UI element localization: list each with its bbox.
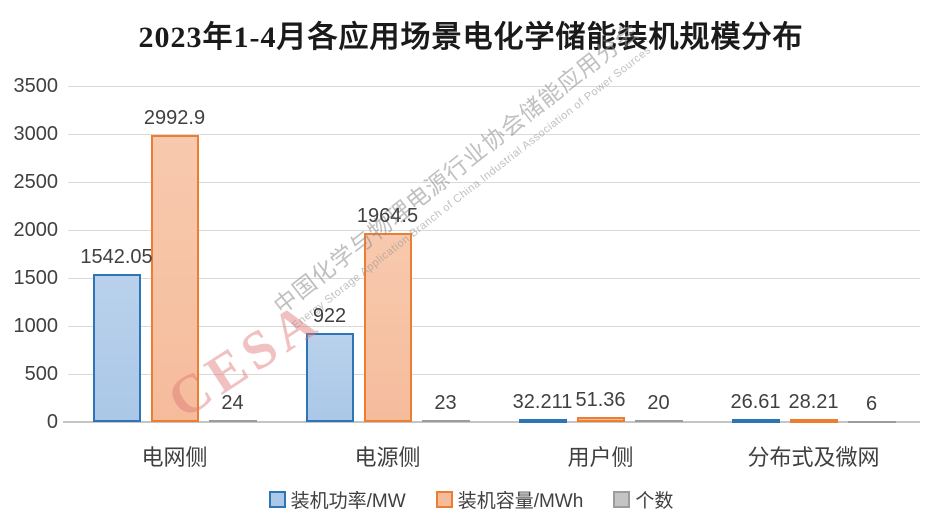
legend-item-0: 装机功率/MW — [268, 486, 406, 513]
bar-s0-c3 — [731, 419, 780, 424]
gridline-2500 — [68, 182, 920, 183]
legend: 装机功率/MW 装机容量/MWh 个数 — [0, 486, 942, 513]
y-tick-label-0: 0 — [46, 411, 58, 433]
bar-value-label-s2-c2: 20 — [647, 392, 670, 415]
gridline-500 — [68, 374, 920, 375]
legend-swatch-icon-0 — [268, 491, 286, 508]
bar-value-label-s0-c2: 32.211 — [512, 390, 573, 413]
bar-s0-c1 — [305, 333, 354, 422]
bar-value-label-s2-c3: 6 — [865, 393, 878, 415]
bar-s2-c2 — [634, 420, 683, 423]
y-tick-label-500: 500 — [24, 363, 58, 385]
bar-value-label-s1-c3: 28.21 — [788, 391, 839, 414]
bar-value-label-s1-c0: 2992.9 — [143, 106, 206, 129]
gridline-1000 — [68, 326, 920, 327]
category-label-3: 分布式及微网 — [747, 445, 880, 470]
bar-s1-c0 — [150, 134, 199, 422]
gridline-3500 — [68, 86, 920, 87]
gridline-3000 — [68, 134, 920, 135]
gridline-1500 — [68, 278, 920, 279]
y-tick-label-2500: 2500 — [13, 171, 59, 193]
legend-label-1: 装机容量/MWh — [457, 491, 584, 512]
bar-value-label-s1-c2: 51.36 — [575, 389, 626, 412]
legend-swatch-icon-2 — [613, 491, 631, 508]
bar-value-label-s0-c0: 1542.05 — [80, 245, 153, 268]
bar-value-label-s2-c1: 23 — [434, 391, 457, 414]
category-label-1: 电源侧 — [354, 445, 421, 470]
bar-s2-c0 — [208, 419, 257, 422]
category-label-2: 用户侧 — [567, 445, 634, 470]
y-tick-label-1500: 1500 — [13, 267, 59, 289]
bar-s1-c1 — [363, 233, 412, 422]
bar-s2-c1 — [421, 419, 470, 422]
bar-s0-c2 — [518, 418, 567, 423]
legend-label-2: 个数 — [635, 491, 674, 512]
y-tick-label-1000: 1000 — [13, 315, 59, 337]
legend-item-1: 装机容量/MWh — [435, 486, 584, 513]
x-axis-line — [63, 421, 920, 423]
y-tick-label-2000: 2000 — [13, 219, 59, 241]
bar-value-label-s0-c1: 922 — [312, 305, 347, 328]
bar-value-label-s0-c3: 26.61 — [730, 391, 781, 414]
bar-s1-c3 — [789, 419, 838, 424]
category-label-0: 电网侧 — [141, 445, 208, 470]
legend-item-2: 个数 — [613, 486, 673, 513]
y-tick-label-3500: 3500 — [13, 75, 59, 97]
bar-s2-c3 — [847, 421, 896, 423]
legend-label-0: 装机功率/MW — [290, 491, 406, 512]
bar-value-label-s1-c1: 1964.5 — [356, 205, 419, 228]
bar-value-label-s2-c0: 24 — [221, 391, 244, 414]
legend-swatch-icon-1 — [435, 491, 453, 508]
bar-s1-c2 — [576, 417, 625, 422]
chart-title: 2023年1-4月各应用场景电化学储能装机规模分布 — [138, 21, 804, 54]
y-tick-label-3000: 3000 — [13, 123, 59, 145]
gridline-2000 — [68, 230, 920, 231]
bar-s0-c0 — [92, 273, 141, 422]
